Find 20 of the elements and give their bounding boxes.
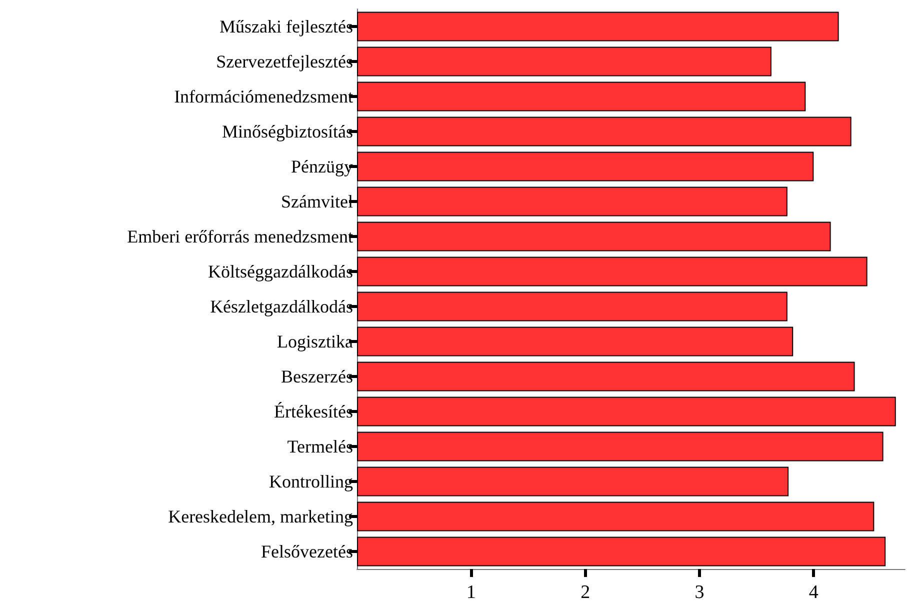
y-tick-label: Beszerzés [281,366,353,386]
y-tick-label: Műszaki fejlesztés [220,16,353,36]
y-tick-label: Kereskedelem, marketing [168,506,353,526]
y-tick-label: Készletgazdálkodás [210,296,353,316]
y-tick-label: Számvitel [281,192,353,212]
y-tick-label: Információmenedzsment [174,86,353,106]
y-tick-label: Emberi erőforrás menedzsment [127,226,353,246]
y-tick-label: Szervezetfejlesztés [216,52,353,72]
y-tick-label: Termelés [287,436,353,456]
y-tick-label: Költséggazdálkodás [208,262,353,282]
y-tick-label: Logisztika [277,332,354,352]
x-tick-label: 1 [466,582,476,603]
y-tick-label: Kontrolling [269,472,353,492]
x-tick-label: 4 [808,582,819,603]
y-tick-label: Pénzügy [291,156,353,176]
y-tick-label: Felsővezetés [261,542,353,562]
y-tick-label: Értékesítés [274,402,353,422]
y-tick-label: Minőségbiztosítás [222,122,353,142]
x-tick-label: 2 [580,582,590,603]
x-tick-label: 3 [694,582,704,603]
